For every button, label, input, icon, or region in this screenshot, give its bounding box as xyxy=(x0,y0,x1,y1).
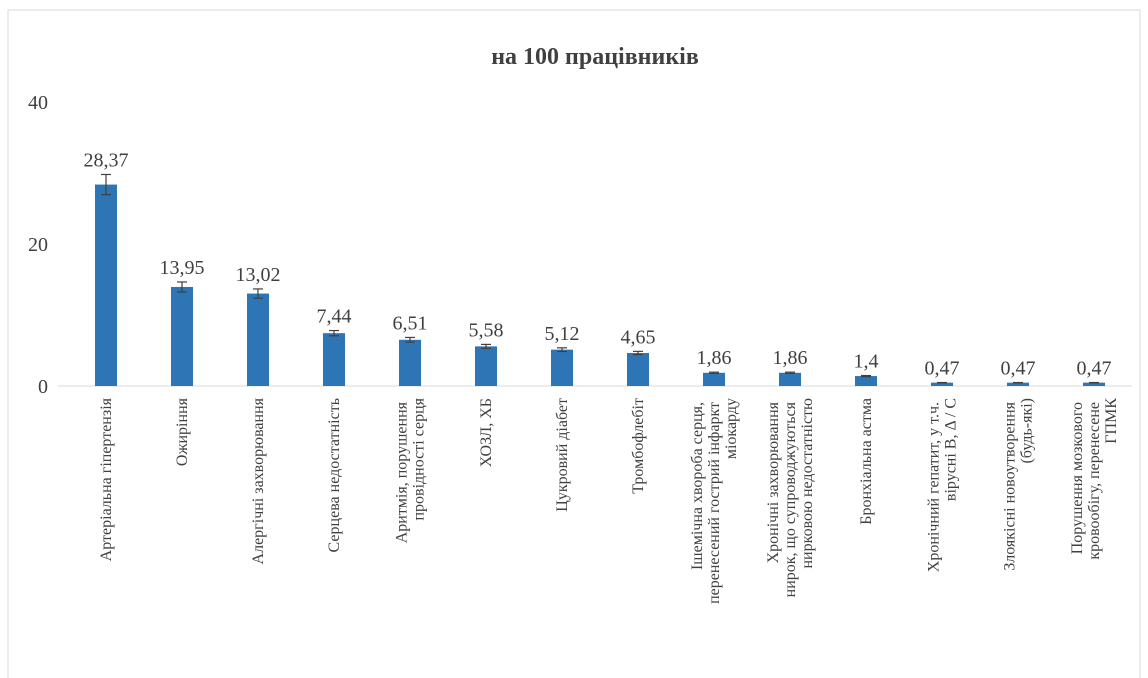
bar xyxy=(855,376,877,386)
data-label: 4,65 xyxy=(621,326,656,348)
x-tick-label: Цукровий діабет xyxy=(554,398,571,512)
data-label: 0,47 xyxy=(1077,358,1112,380)
bar xyxy=(95,184,117,386)
data-label: 1,4 xyxy=(854,351,879,373)
data-label: 5,58 xyxy=(469,319,504,341)
data-label: 0,47 xyxy=(1001,358,1036,380)
bar xyxy=(1083,382,1105,386)
x-tick-label: ХОЗЛ, ХБ xyxy=(478,398,495,467)
chart-frame xyxy=(7,9,1141,678)
data-label: 28,37 xyxy=(84,149,129,171)
bar xyxy=(399,339,421,386)
data-label: 1,86 xyxy=(697,347,732,369)
y-tick-label: 0 xyxy=(38,376,48,398)
bar xyxy=(171,286,193,386)
x-tick-label: Злоякісні новоутворення (будь-які) xyxy=(1002,398,1036,571)
x-tick-label: Хронічні захворювання нирок, що супровод… xyxy=(765,398,816,597)
bar xyxy=(551,349,573,386)
x-tick-label: Ожиріння xyxy=(174,397,191,466)
bar xyxy=(247,293,269,386)
x-tick-label: Порушення мозкового кровообігу, перенесе… xyxy=(1069,398,1120,560)
x-tick-label: Серцева недостатність xyxy=(326,398,343,552)
chart-title: на 100 працівників xyxy=(491,44,699,70)
data-label: 7,44 xyxy=(317,306,352,328)
x-tick-label: Артеріальна гіпертензія xyxy=(98,397,115,561)
bar xyxy=(475,346,497,386)
x-tick-label: Хронічний гепатит, у т.ч. вірусні В, Δ /… xyxy=(926,398,960,572)
bar xyxy=(627,352,649,386)
data-label: 0,47 xyxy=(925,358,960,380)
bar xyxy=(323,333,345,386)
bar xyxy=(931,382,953,386)
y-tick-label: 20 xyxy=(28,234,48,256)
bar xyxy=(779,372,801,386)
x-tick-label: Алергічні захворювання xyxy=(250,397,267,564)
bar xyxy=(1007,382,1029,386)
data-label: 1,86 xyxy=(773,347,808,369)
data-label: 13,95 xyxy=(160,257,205,279)
x-tick-label: Аритмія, порушення провідності серця xyxy=(394,397,428,543)
y-tick-label: 40 xyxy=(28,92,48,114)
x-tick-label: Бронхіальна астма xyxy=(858,398,875,525)
data-label: 5,12 xyxy=(545,323,580,345)
x-tick-label: Тромбофлебіт xyxy=(630,398,647,494)
x-tick-label: Ішемічна хвороба серця, перенесений гост… xyxy=(689,398,740,604)
bar xyxy=(703,372,725,386)
data-label: 13,02 xyxy=(236,264,281,286)
data-label: 6,51 xyxy=(393,312,428,334)
